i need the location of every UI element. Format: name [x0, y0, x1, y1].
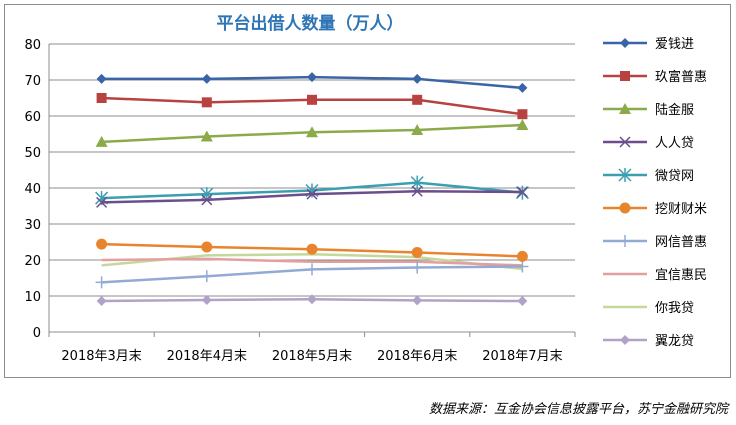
series-爱钱进 [96, 72, 528, 93]
source-note: 数据来源：互金协会信息披露平台，苏宁金融研究院 [428, 402, 728, 417]
legend-swatch-marker [620, 71, 630, 81]
legend-label: 宜信惠民 [655, 268, 707, 283]
x-tick-label: 2018年6月末 [377, 349, 457, 364]
legend-item: 翼龙贷 [603, 334, 694, 349]
data-point [306, 243, 318, 255]
y-tick-label: 60 [24, 110, 41, 125]
data-point [96, 196, 108, 208]
legend-item: 网信普惠 [603, 235, 707, 250]
series-翼龙贷 [96, 294, 528, 307]
legend-label: 人人贷 [655, 136, 694, 151]
x-tick-label: 2018年5月末 [272, 349, 352, 364]
data-point [411, 124, 424, 136]
legend-label: 玖富普惠 [655, 69, 707, 85]
data-point [307, 94, 317, 105]
data-point [517, 296, 528, 307]
legend-item: 陆金服 [603, 102, 694, 118]
data-point [95, 276, 108, 289]
data-point [201, 73, 212, 84]
data-point [201, 241, 213, 253]
data-point [200, 130, 213, 142]
data-point [201, 194, 213, 206]
legend-label: 陆金服 [655, 102, 694, 118]
data-point [411, 185, 423, 197]
series-layer [95, 72, 529, 307]
legend-item: 人人贷 [603, 136, 694, 151]
x-tick-label: 2018年3月末 [61, 349, 141, 364]
x-tick-label: 2018年7月末 [482, 349, 562, 364]
legend-item: 微贷网 [603, 168, 694, 184]
data-point [516, 186, 528, 198]
data-point [201, 294, 212, 305]
legend-item: 玖富普惠 [603, 69, 707, 85]
data-point [307, 72, 317, 83]
x-tick-label: 2018年4月末 [167, 349, 247, 364]
y-tick-label: 30 [24, 218, 41, 233]
legend-item: 挖财财米 [603, 202, 707, 217]
data-point [95, 135, 108, 147]
legend-label: 爱钱进 [655, 37, 694, 52]
line-chart: 平台出借人数量（万人） 0 10 20 30 40 50 60 70 80 2018年3月末 201… [24, 13, 707, 364]
series-宜信惠民 [101, 257, 523, 267]
legend-item: 你我贷 [603, 301, 694, 316]
data-point [516, 260, 529, 273]
legend-item: 爱钱进 [603, 37, 694, 52]
data-point [306, 263, 318, 276]
data-point [307, 294, 317, 305]
series-网信普惠 [95, 260, 529, 289]
series-挖财财米 [96, 238, 528, 262]
data-point [412, 94, 423, 105]
legend-label: 翼龙贷 [655, 334, 694, 349]
chart-frame: 平台出借人数量（万人） 0 10 20 30 40 50 60 70 80 2018年3月末 201… [4, 4, 731, 378]
y-tick-label: 20 [24, 254, 41, 269]
data-point [200, 270, 213, 283]
data-point [517, 82, 528, 93]
y-tick-label: 70 [24, 74, 41, 89]
data-point [306, 188, 318, 200]
legend-swatch-marker [619, 202, 631, 214]
data-point [516, 119, 529, 130]
data-point [96, 296, 107, 307]
data-point [411, 261, 424, 274]
data-point [516, 250, 528, 262]
legend-swatch-marker [620, 38, 630, 48]
data-point [96, 93, 107, 103]
data-point [201, 97, 212, 108]
legend-item: 宜信惠民 [603, 268, 707, 283]
data-point [411, 246, 423, 258]
legend-swatch-marker [619, 235, 631, 247]
data-point [96, 73, 107, 84]
y-tick-label: 80 [24, 38, 41, 53]
series-陆金服 [95, 119, 529, 147]
data-point [412, 295, 423, 306]
y-tick-label: 10 [24, 290, 41, 305]
legend-swatch-marker [620, 335, 630, 345]
chart-title: 平台出借人数量（万人） [217, 13, 404, 34]
legend-swatch-marker [618, 168, 632, 182]
y-tick-label: 40 [24, 182, 41, 197]
y-tick-label: 50 [24, 146, 41, 161]
legend-swatch-marker [619, 136, 631, 148]
series-人人贷 [96, 185, 528, 208]
axes: 0 10 20 30 40 50 60 70 80 2018年3月末 2018年4月末 2018年5月… [24, 38, 576, 364]
legend-label: 你我贷 [655, 301, 694, 316]
legend-label: 挖财财米 [655, 202, 707, 217]
data-point [96, 238, 108, 250]
data-point [412, 73, 423, 84]
data-point [517, 109, 528, 120]
data-point [306, 126, 318, 138]
y-tick-label: 0 [33, 326, 41, 341]
series-line [101, 257, 523, 267]
series-玖富普惠 [96, 93, 528, 120]
legend-label: 微贷网 [655, 169, 694, 184]
legend-swatch-marker [619, 103, 631, 114]
legend-label: 网信普惠 [655, 235, 707, 250]
